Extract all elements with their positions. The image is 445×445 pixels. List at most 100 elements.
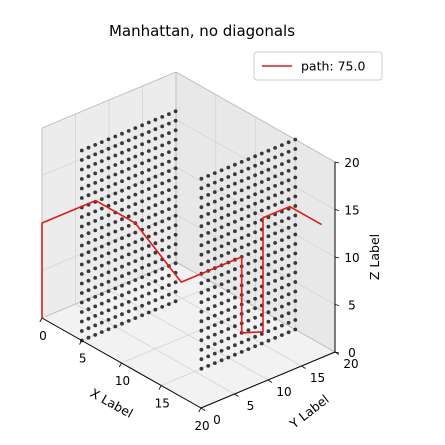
obstacle-point [133,192,138,197]
obstacle-point [120,179,124,184]
z-tick-label: 20 [344,156,359,170]
obstacle-point [126,262,131,266]
x-tick-mark [198,407,202,413]
obstacle-point [253,220,257,225]
obstacle-point [146,272,151,277]
obstacle-point [239,217,244,221]
obstacle-point [93,257,98,261]
obstacle-point [133,164,138,169]
obstacle-point [173,166,178,171]
obstacle-point [199,290,204,295]
obstacle-point [273,336,277,340]
obstacle-point [93,247,98,252]
obstacle-point [79,215,84,219]
obstacle-point [286,159,291,164]
obstacle-point [239,198,244,202]
obstacle-point [79,253,84,257]
obstacle-point [113,315,118,319]
obstacle-point [167,302,171,306]
obstacle-point [266,319,271,324]
obstacle-point [246,280,251,285]
obstacle-point [266,243,271,248]
obstacle-point [273,174,277,179]
obstacle-point [86,269,91,274]
pane-edge [175,71,336,163]
obstacle-point [133,316,138,320]
obstacle-point [99,263,104,268]
obstacle-point [280,257,284,261]
obstacle-point [266,196,271,201]
obstacle-point [206,193,211,197]
obstacle-point [280,304,284,309]
obstacle-point [246,157,251,162]
obstacle-point [120,150,124,155]
obstacle-point [140,151,145,156]
obstacle-point [167,273,171,278]
obstacle-point [140,313,145,318]
obstacle-point [106,317,111,322]
obstacle-point [206,354,211,359]
obstacle-point [167,169,171,174]
obstacle-point [140,123,145,128]
obstacle-point [286,216,291,221]
obstacle-point [120,274,124,279]
obstacle-point [280,190,284,195]
obstacle-point [173,213,178,218]
obstacle-point [280,266,284,271]
obstacle-point [219,177,224,182]
obstacle-point [133,173,138,178]
obstacle-point [206,212,211,216]
obstacle-point [226,241,231,246]
obstacle-point [233,172,237,177]
obstacle-point [280,276,284,280]
legend-frame [253,51,383,81]
obstacle-point [199,319,204,324]
obstacle-point [212,218,217,223]
obstacle-point [219,301,224,306]
obstacle-point [233,286,237,291]
obstacle-point [146,149,151,153]
obstacle-point [140,256,145,261]
obstacle-point [246,176,251,181]
obstacle-point [233,210,237,215]
x-tick-label: 0 [39,329,47,343]
obstacle-point [126,148,131,152]
obstacle-point [99,244,104,249]
obstacle-point [273,155,277,160]
obstacle-point [120,283,124,288]
obstacle-point [233,162,237,167]
obstacle-point [266,281,271,286]
obstacle-point [93,238,98,242]
obstacle-point [293,156,298,161]
obstacle-point [106,165,111,170]
obstacle-point [133,268,138,273]
obstacle-point [199,338,204,343]
obstacle-point [79,319,84,324]
obstacle-point [126,195,131,200]
obstacle-point [146,120,151,125]
obstacle-point [219,244,224,249]
obstacle-point [140,199,145,204]
path-line [41,199,322,334]
obstacle-point [246,204,251,209]
obstacle-point [219,358,224,363]
obstacle-point [153,260,158,265]
obstacle-point [133,202,138,207]
obstacle-point [113,220,118,224]
obstacle-point [233,295,237,300]
obstacle-point [226,203,231,208]
obstacle-point [226,308,231,312]
obstacle-point [160,295,165,300]
obstacle-point [253,315,257,320]
obstacle-point [113,191,118,196]
obstacle-point [233,267,237,272]
obstacle-point [293,175,298,180]
obstacle-point [286,235,291,240]
x-axis-label: X Label [88,385,136,421]
obstacle-point [266,205,271,210]
obstacle-point [253,239,257,244]
obstacle-point [173,156,178,161]
obstacle-point [273,146,277,150]
obstacle-point [133,249,138,254]
obstacle-point [246,299,251,304]
